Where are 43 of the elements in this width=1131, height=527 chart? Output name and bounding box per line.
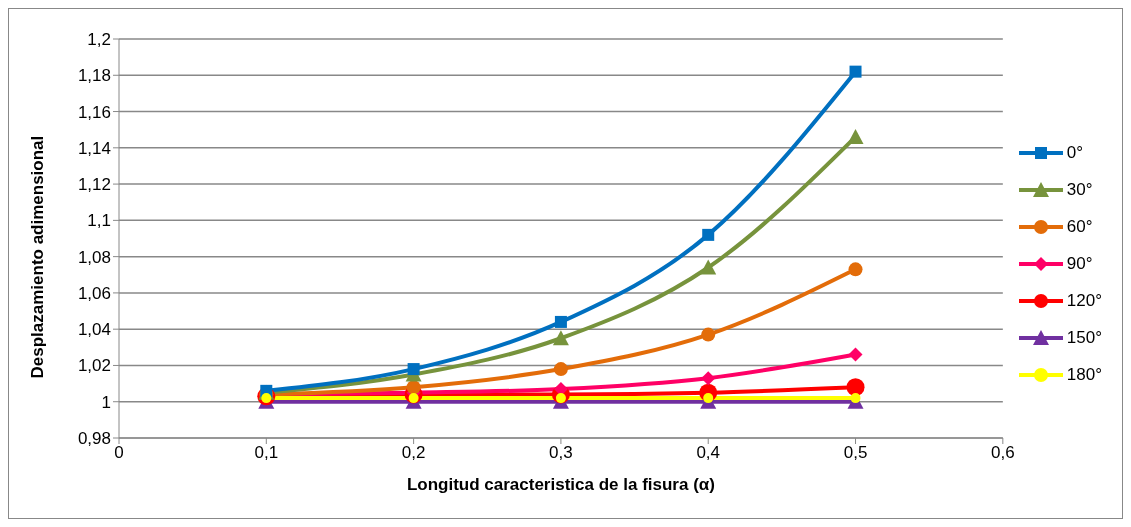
legend-label: 0° (1066, 142, 1084, 164)
point (407, 363, 420, 376)
point (701, 327, 716, 342)
point (703, 393, 714, 404)
x-tick-label: 0,1 (254, 443, 279, 463)
legend-label: 30° (1066, 179, 1093, 201)
y-axis-title: Desplazamiento adimensional (28, 135, 48, 379)
y-tick-label: 1,2 (87, 30, 111, 50)
point (850, 393, 861, 404)
point (700, 259, 717, 275)
y-tick-label: 0,98 (77, 429, 111, 449)
point (702, 228, 715, 241)
legend-label: 90° (1066, 253, 1093, 275)
point (701, 371, 716, 386)
point (848, 262, 863, 277)
y-tick-label: 1,04 (77, 320, 111, 340)
y-tick-label: 1,08 (77, 247, 111, 267)
point (553, 362, 568, 377)
legend-label: 120° (1066, 290, 1102, 312)
x-tick-label: 0,4 (696, 443, 721, 463)
x-tick-label: 0,6 (991, 443, 1015, 463)
y-tick-label: 1,14 (77, 138, 111, 158)
y-tick-label: 1,02 (77, 356, 111, 376)
y-tick-label: 1,12 (77, 175, 111, 195)
point (849, 65, 862, 78)
y-tick-label: 1,06 (77, 283, 111, 303)
legend-label: 180° (1066, 364, 1102, 386)
x-tick-label: 0,5 (843, 443, 868, 463)
legend-label: 150° (1066, 327, 1102, 349)
y-tick-label: 1,16 (77, 102, 111, 122)
x-axis-title: Longitud caracteristica de la fisura (α) (406, 475, 715, 494)
point (552, 330, 569, 346)
y-tick-label: 1,1 (87, 211, 111, 231)
point (848, 347, 863, 362)
legend-label: 60° (1066, 216, 1093, 238)
x-tick-label: 0,3 (549, 443, 573, 463)
point (846, 378, 865, 397)
y-tick-label: 1,18 (77, 66, 111, 86)
point (554, 315, 567, 328)
point (847, 128, 864, 144)
x-tick-label: 0 (114, 443, 124, 463)
x-tick-label: 0,2 (401, 443, 426, 463)
y-tick-label: 1 (101, 392, 111, 412)
